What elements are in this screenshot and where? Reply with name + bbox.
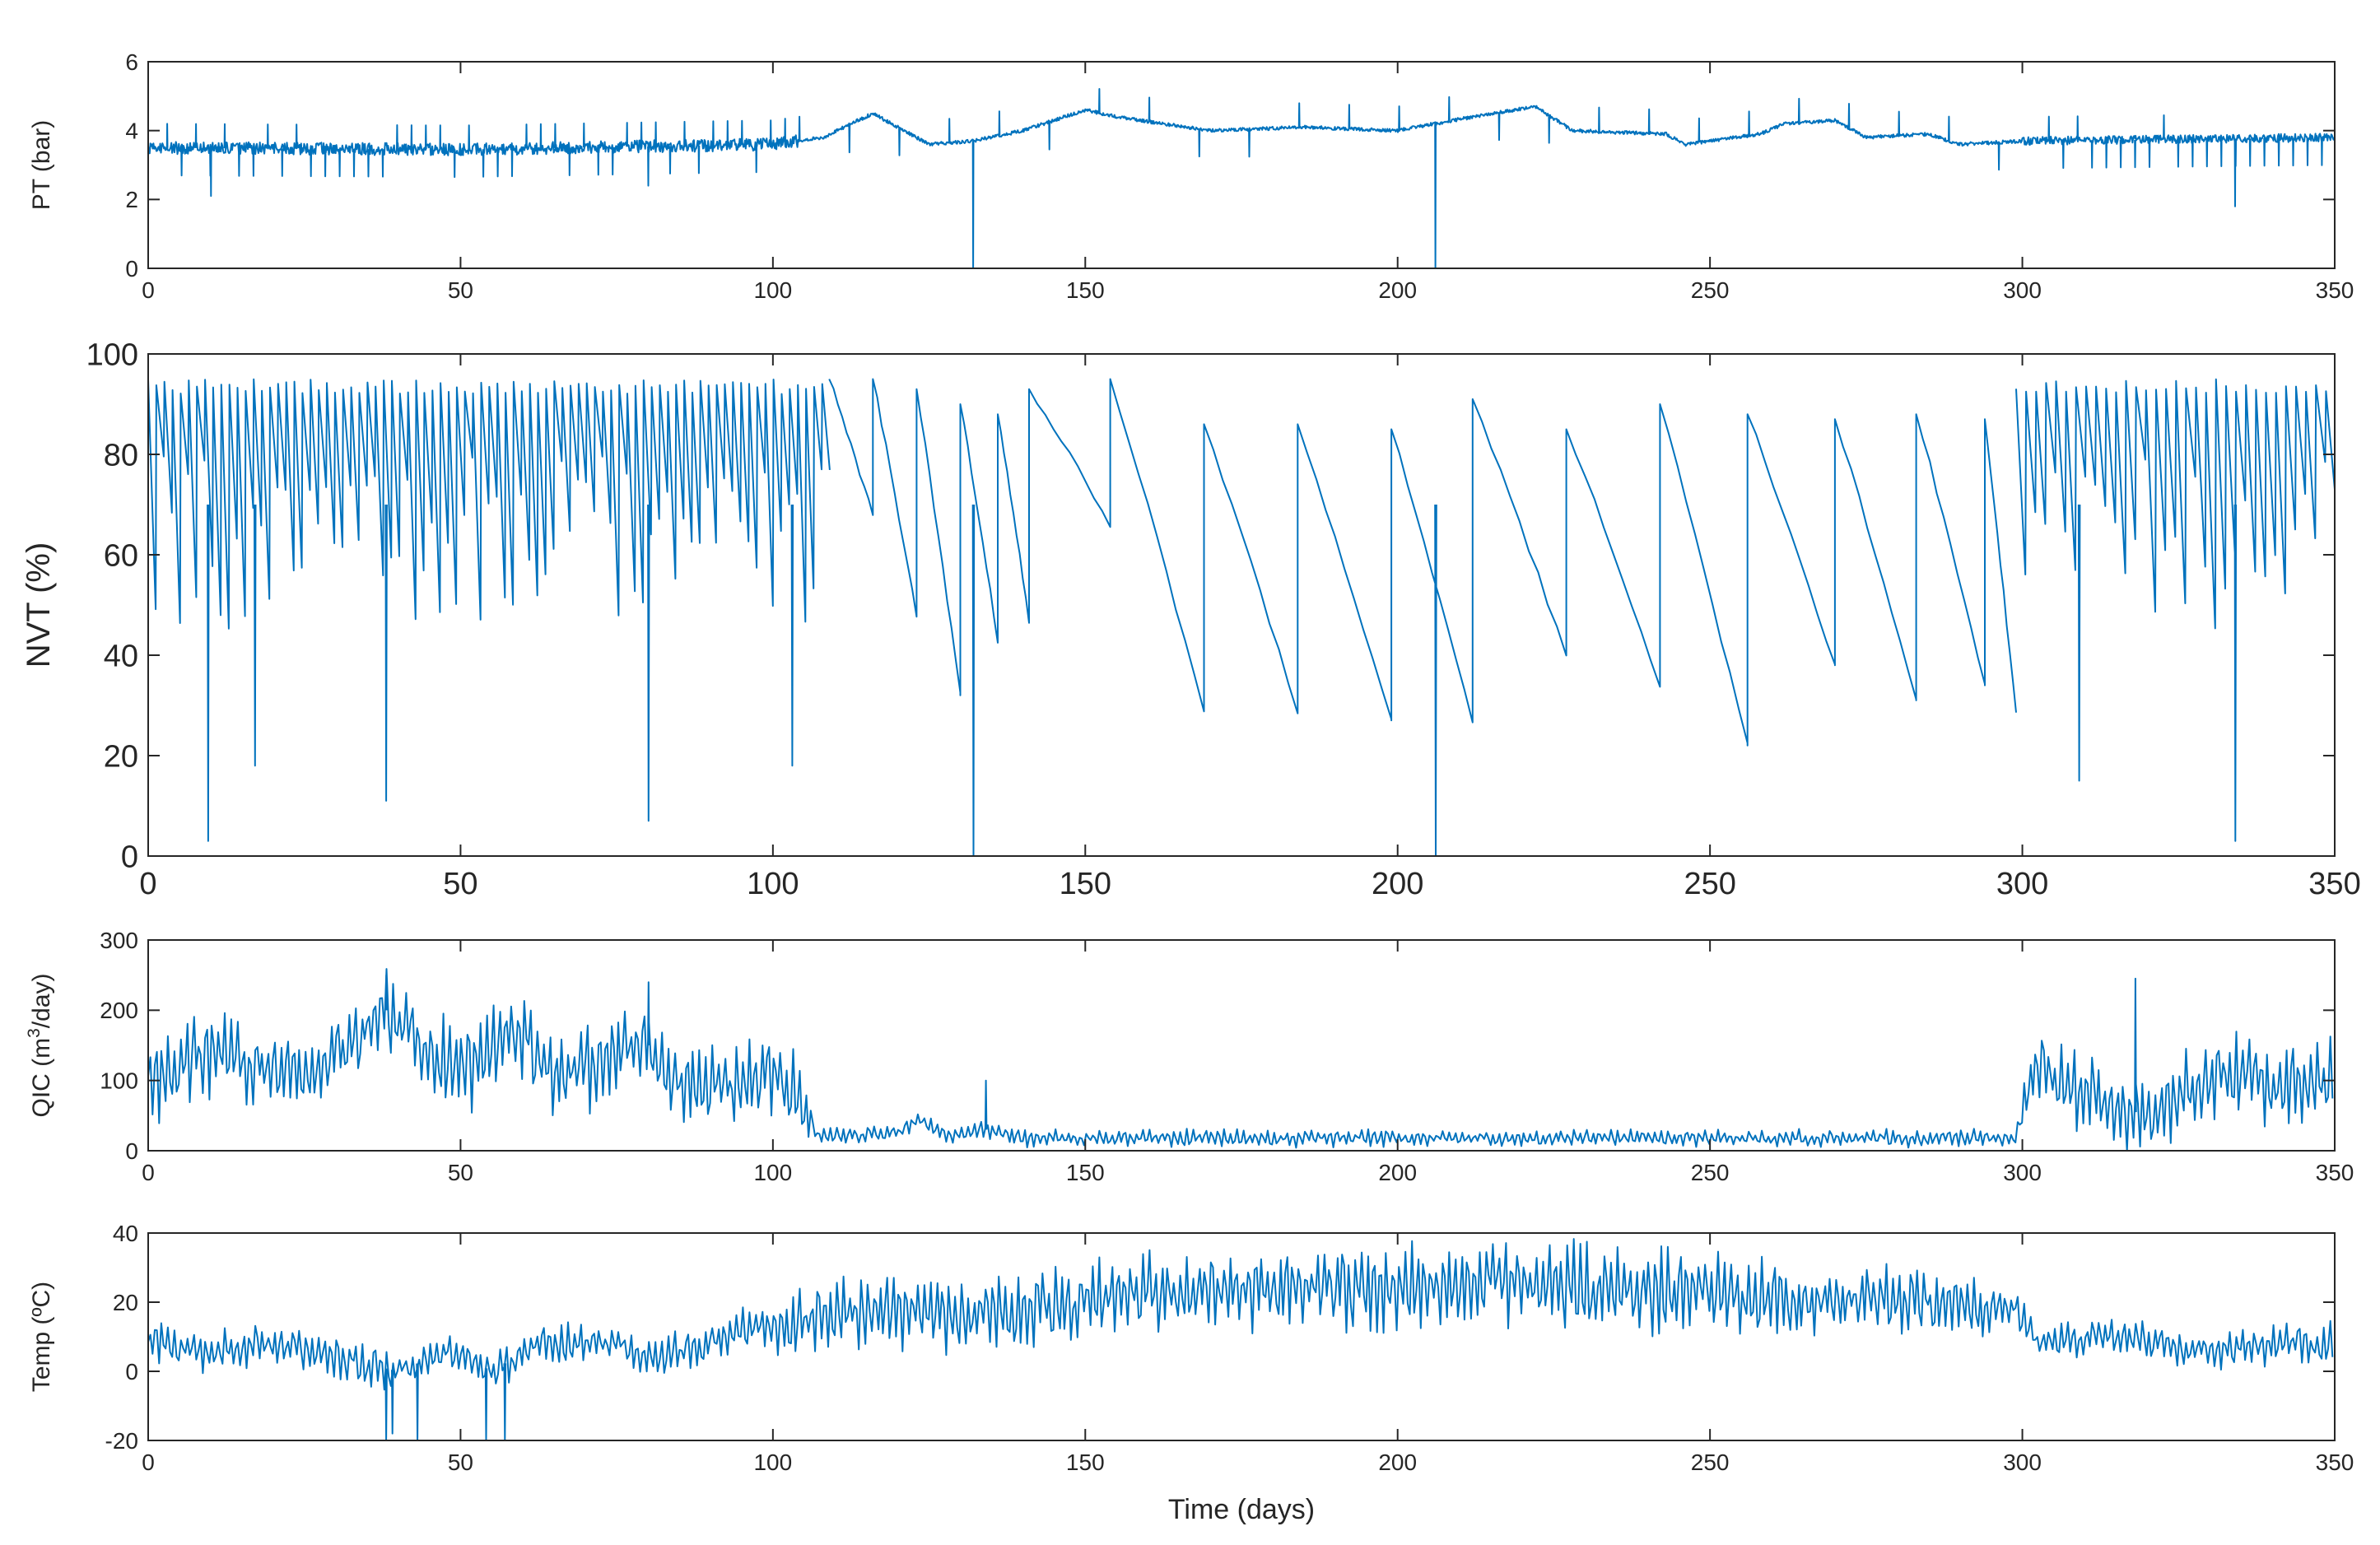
y-tick-label: -20 bbox=[105, 1428, 138, 1454]
x-tick-label: 250 bbox=[1691, 1450, 1730, 1475]
y-tick-label: 20 bbox=[113, 1290, 138, 1315]
y-tick-label: 6 bbox=[125, 49, 138, 75]
series-line-pt bbox=[148, 88, 2335, 268]
y-tick-label: 100 bbox=[86, 337, 138, 372]
x-axis-label: Time (days) bbox=[1168, 1494, 1315, 1525]
x-tick-label: 200 bbox=[1378, 277, 1417, 303]
x-tick-label: 250 bbox=[1691, 277, 1730, 303]
x-tick-label: 350 bbox=[2308, 867, 2360, 901]
y-tick-label: 2 bbox=[125, 187, 138, 212]
x-tick-label: 150 bbox=[1066, 1160, 1105, 1185]
series-line-nvt bbox=[148, 378, 2335, 856]
y-axis-label-superscript: 3 bbox=[25, 1028, 44, 1038]
y-tick-label: 0 bbox=[125, 256, 138, 282]
y-axis-label: Temp (ºC) bbox=[28, 1282, 55, 1392]
subplot-pt: 0 50 100 150 200 250 300 350 0 2 4 6 PT (bar) bbox=[28, 49, 2354, 303]
x-tick-label: 200 bbox=[1372, 867, 1423, 901]
x-tick-label: 350 bbox=[2316, 1450, 2354, 1475]
x-tick-label: 50 bbox=[448, 277, 473, 303]
y-tick-label: 0 bbox=[125, 1359, 138, 1384]
axes-box bbox=[147, 353, 2336, 857]
x-tick-label: 0 bbox=[139, 867, 156, 901]
y-tick-label: 20 bbox=[104, 739, 138, 774]
x-tick-label: 50 bbox=[448, 1450, 473, 1475]
x-tick-label: 0 bbox=[142, 1160, 155, 1185]
y-tick-label: 4 bbox=[125, 118, 138, 143]
series-line-temp bbox=[148, 1238, 2334, 1440]
x-tick-label: 150 bbox=[1066, 277, 1105, 303]
x-tick-label: 300 bbox=[2003, 277, 2042, 303]
y-axis-label-part: /day) bbox=[28, 973, 55, 1028]
x-tick-label: 150 bbox=[1066, 1450, 1105, 1475]
x-tick-label: 200 bbox=[1378, 1160, 1417, 1185]
subplot-nvt: 0 50 100 150 200 250 300 350 0 20 40 60 80 100 NVT (%) bbox=[21, 337, 2361, 901]
y-tick-label: 300 bbox=[100, 928, 138, 953]
y-tick-label: 40 bbox=[104, 639, 138, 673]
x-tick-label: 150 bbox=[1060, 867, 1111, 901]
x-tick-label: 300 bbox=[1996, 867, 2048, 901]
x-tick-label: 50 bbox=[448, 1160, 473, 1185]
x-tick-label: 300 bbox=[2003, 1450, 2042, 1475]
x-tick-label: 100 bbox=[753, 277, 792, 303]
x-tick-label: 50 bbox=[443, 867, 477, 901]
axes-box bbox=[147, 1232, 2336, 1441]
x-tick-label: 0 bbox=[142, 277, 155, 303]
x-tick-label: 200 bbox=[1378, 1450, 1417, 1475]
y-tick-label: 60 bbox=[104, 538, 138, 573]
x-tick-label: 0 bbox=[142, 1450, 155, 1475]
x-tick-label: 300 bbox=[2003, 1160, 2042, 1185]
y-tick-label: 0 bbox=[121, 840, 138, 874]
axes-box bbox=[147, 61, 2336, 269]
x-tick-label: 100 bbox=[753, 1160, 792, 1185]
x-tick-label: 250 bbox=[1684, 867, 1735, 901]
y-axis-label-part: QIC (m bbox=[28, 1038, 55, 1118]
y-axis-label: NVT (%) bbox=[21, 542, 57, 668]
x-tick-label: 350 bbox=[2316, 1160, 2354, 1185]
x-tick-label: 100 bbox=[747, 867, 799, 901]
subplot-qic: 0 50 100 150 200 250 300 350 0 100 200 300 QIC (m3/d… bbox=[25, 928, 2354, 1185]
y-axis-label: QIC (m3/day) bbox=[25, 973, 55, 1117]
y-axis-label: PT (bar) bbox=[28, 120, 55, 210]
y-tick-label: 40 bbox=[113, 1221, 138, 1246]
y-tick-label: 100 bbox=[100, 1068, 138, 1093]
y-tick-label: 0 bbox=[125, 1138, 138, 1164]
x-tick-label: 100 bbox=[753, 1450, 792, 1475]
x-tick-label: 350 bbox=[2316, 277, 2354, 303]
series-line-qic bbox=[148, 968, 2334, 1151]
y-tick-label: 80 bbox=[104, 438, 138, 472]
axes-box bbox=[147, 939, 2336, 1152]
y-tick-label: 200 bbox=[100, 998, 138, 1023]
x-tick-label: 250 bbox=[1691, 1160, 1730, 1185]
